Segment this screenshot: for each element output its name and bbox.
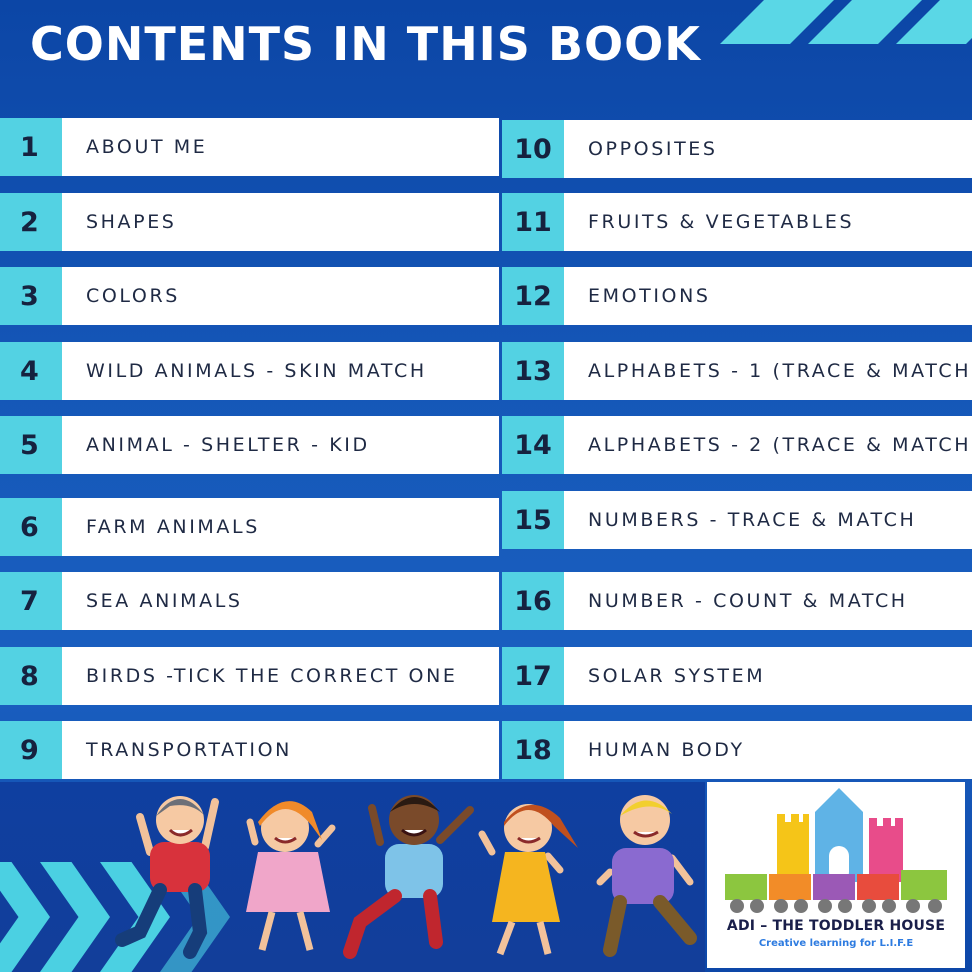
item-number: 4 bbox=[0, 342, 62, 400]
item-number: 8 bbox=[0, 647, 62, 705]
item-number: 3 bbox=[0, 267, 62, 325]
brand-tagline: Creative learning for L.I.F.E bbox=[758, 938, 914, 949]
toc-item-11[interactable]: 11 FRUITS & VEGETABLES bbox=[502, 193, 972, 251]
item-number: 12 bbox=[502, 267, 564, 325]
item-label: NUMBER - COUNT & MATCH bbox=[564, 572, 972, 630]
item-label: SOLAR SYSTEM bbox=[564, 647, 972, 705]
dancing-kids-icon bbox=[115, 795, 697, 959]
toc-item-17[interactable]: 17 SOLAR SYSTEM bbox=[502, 647, 972, 705]
item-number: 5 bbox=[0, 416, 62, 474]
item-number: 2 bbox=[0, 193, 62, 251]
toc-item-12[interactable]: 12 EMOTIONS bbox=[502, 267, 972, 325]
item-label: TRANSPORTATION bbox=[62, 721, 499, 779]
item-label: COLORS bbox=[62, 267, 499, 325]
item-label: HUMAN BODY bbox=[564, 721, 972, 779]
item-number: 18 bbox=[502, 721, 564, 779]
item-number: 6 bbox=[0, 498, 62, 556]
toc-item-4[interactable]: 4 WILD ANIMALS - SKIN MATCH bbox=[0, 342, 499, 400]
item-label: SHAPES bbox=[62, 193, 499, 251]
item-label: EMOTIONS bbox=[564, 267, 972, 325]
decorative-stripes bbox=[702, 0, 972, 44]
item-label: SEA ANIMALS bbox=[62, 572, 499, 630]
item-number: 9 bbox=[0, 721, 62, 779]
item-number: 16 bbox=[502, 572, 564, 630]
item-number: 1 bbox=[0, 118, 62, 176]
item-label: ABOUT ME bbox=[62, 118, 499, 176]
toc-item-6[interactable]: 6 FARM ANIMALS bbox=[0, 498, 499, 556]
toc-item-7[interactable]: 7 SEA ANIMALS bbox=[0, 572, 499, 630]
item-number: 10 bbox=[502, 120, 564, 178]
item-label: ALPHABETS - 1 (TRACE & MATCH) bbox=[564, 342, 972, 400]
toc-item-10[interactable]: 10 OPPOSITES bbox=[502, 120, 972, 178]
item-label: FARM ANIMALS bbox=[62, 498, 499, 556]
item-label: BIRDS -TICK THE CORRECT ONE bbox=[62, 647, 499, 705]
brand-logo: ADI – THE TODDLER HOUSE Creative learnin… bbox=[707, 782, 965, 968]
toc-item-8[interactable]: 8 BIRDS -TICK THE CORRECT ONE bbox=[0, 647, 499, 705]
toc-item-14[interactable]: 14 ALPHABETS - 2 (TRACE & MATCH) bbox=[502, 416, 972, 474]
toc-item-2[interactable]: 2 SHAPES bbox=[0, 193, 499, 251]
page-title: CONTENTS IN THIS BOOK bbox=[30, 17, 701, 71]
item-label: NUMBERS - TRACE & MATCH bbox=[564, 491, 972, 549]
castle-train-icon bbox=[725, 788, 947, 913]
toc-item-16[interactable]: 16 NUMBER - COUNT & MATCH bbox=[502, 572, 972, 630]
item-number: 11 bbox=[502, 193, 564, 251]
item-label: ANIMAL - SHELTER - KID bbox=[62, 416, 499, 474]
item-number: 7 bbox=[0, 572, 62, 630]
kids-illustration bbox=[0, 782, 705, 972]
toc-item-15[interactable]: 15 NUMBERS - TRACE & MATCH bbox=[502, 491, 972, 549]
toc-item-3[interactable]: 3 COLORS bbox=[0, 267, 499, 325]
brand-name: ADI – THE TODDLER HOUSE bbox=[726, 918, 946, 934]
toc-item-13[interactable]: 13 ALPHABETS - 1 (TRACE & MATCH) bbox=[502, 342, 972, 400]
item-label: OPPOSITES bbox=[564, 120, 972, 178]
item-label: FRUITS & VEGETABLES bbox=[564, 193, 972, 251]
item-number: 13 bbox=[502, 342, 564, 400]
item-label: WILD ANIMALS - SKIN MATCH bbox=[62, 342, 499, 400]
item-number: 15 bbox=[502, 491, 564, 549]
item-label: ALPHABETS - 2 (TRACE & MATCH) bbox=[564, 416, 972, 474]
table-of-contents: 1 ABOUT ME 2 SHAPES 3 COLORS 4 WILD ANIM… bbox=[0, 118, 972, 782]
toc-item-9[interactable]: 9 TRANSPORTATION bbox=[0, 721, 499, 779]
toc-item-18[interactable]: 18 HUMAN BODY bbox=[502, 721, 972, 779]
toc-item-5[interactable]: 5 ANIMAL - SHELTER - KID bbox=[0, 416, 499, 474]
item-number: 17 bbox=[502, 647, 564, 705]
item-number: 14 bbox=[502, 416, 564, 474]
toc-item-1[interactable]: 1 ABOUT ME bbox=[0, 118, 499, 176]
